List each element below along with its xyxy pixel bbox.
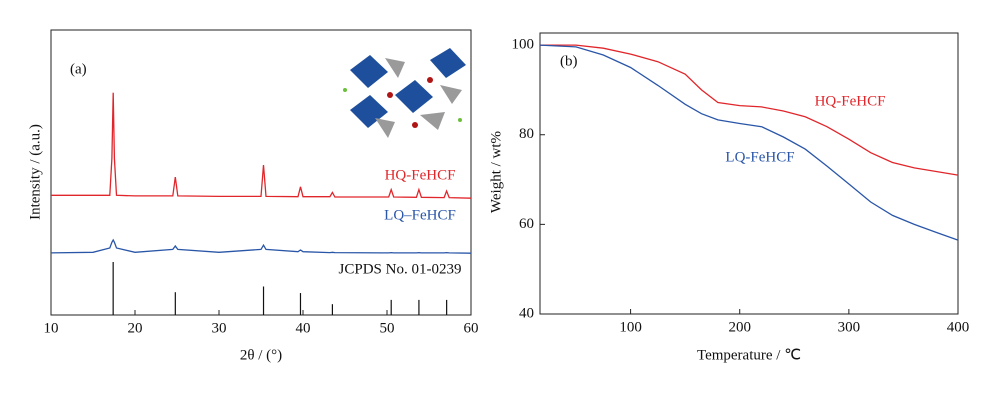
x-tick-label: 50 — [380, 320, 395, 336]
series-label: LQ–FeHCF — [384, 207, 456, 223]
plot-frame — [50, 29, 472, 316]
y-tick-label: 100 — [512, 37, 535, 53]
crystal-inset — [343, 48, 466, 138]
y-axis-label: Intensity / (a.u.) — [27, 124, 43, 220]
x-tick-label: 100 — [619, 319, 642, 335]
x-tick-label: 200 — [728, 319, 751, 335]
panel-label: (a) — [70, 61, 87, 77]
plot-frame — [539, 32, 959, 315]
x-axis-label: 2θ / (°) — [240, 347, 282, 363]
reference-label: JCPDS No. 01-0239 — [339, 261, 462, 277]
x-tick-label: 60 — [464, 320, 479, 336]
series-line — [51, 92, 472, 199]
x-tick-label: 10 — [44, 320, 59, 336]
panel-label: (b) — [560, 53, 578, 69]
y-axis-label: Weight / wt% — [488, 131, 504, 213]
series-label: HQ-FeHCF — [815, 93, 886, 109]
x-axis-label: Temperature / ℃ — [697, 347, 801, 363]
x-tick-label: 20 — [128, 320, 143, 336]
x-tick-label: 40 — [296, 320, 311, 336]
x-tick-label: 300 — [838, 319, 861, 335]
x-tick-label: 400 — [947, 319, 970, 335]
series-line — [540, 44, 959, 176]
y-tick-label: 80 — [519, 126, 534, 142]
series-line — [50, 238, 472, 254]
y-tick-label: 60 — [519, 216, 534, 232]
y-tick-label: 40 — [519, 305, 534, 321]
series-label: LQ-FeHCF — [725, 149, 794, 165]
series-line — [539, 44, 959, 241]
series-label: HQ-FeHCF — [385, 167, 456, 183]
x-tick-label: 30 — [212, 320, 227, 336]
